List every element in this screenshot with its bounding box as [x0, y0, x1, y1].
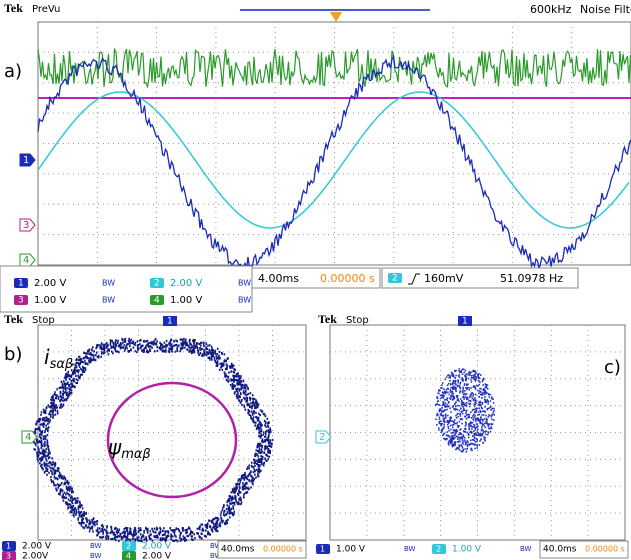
- position: 0.00000 s: [320, 272, 375, 285]
- bandwidth-flag: BW: [238, 296, 251, 305]
- filter: Noise Filter: [580, 3, 631, 16]
- channel-scale: 1.00 V: [34, 295, 66, 306]
- brand: Tek: [318, 312, 337, 326]
- bandwidth-flag: BW: [520, 545, 532, 553]
- marker-label: 4: [25, 432, 31, 443]
- brand: Tek: [4, 312, 23, 326]
- channel-id: 1: [6, 542, 11, 551]
- mode: Stop: [346, 315, 369, 326]
- channel-id: 4: [126, 552, 131, 560]
- panel-label: a): [4, 61, 22, 82]
- channel-scale: 2.00V: [22, 552, 49, 560]
- channel-scale: 2.00 V: [34, 278, 66, 289]
- position: 0.00000 s: [585, 545, 625, 554]
- channel-id: 1: [320, 545, 325, 554]
- timebase: 40.0ms: [221, 545, 255, 555]
- marker-label: 4: [23, 255, 29, 266]
- timebase: 40.0ms: [543, 545, 577, 555]
- bandwidth-flag: BW: [238, 279, 251, 288]
- channel-scale: 1.00 V: [170, 295, 202, 306]
- bandwidth: 600kHz: [530, 3, 572, 16]
- channel-scale: 2.00 V: [22, 542, 52, 552]
- channel-id: 3: [6, 552, 11, 560]
- channel-id: 1: [18, 279, 24, 289]
- channel-id: 2: [126, 542, 131, 551]
- bandwidth-flag: BW: [404, 545, 416, 553]
- channel-scale: 2.00 V: [142, 552, 172, 560]
- mode: Stop: [32, 315, 55, 326]
- figure: Tek PreVu Tek Stop Tek Stop 600kHz Noise Filter…: [0, 0, 631, 560]
- marker-label: 2: [319, 432, 325, 443]
- marker-label: 1: [23, 155, 29, 166]
- bandwidth-flag: BW: [102, 279, 115, 288]
- position: 0.00000 s: [263, 545, 303, 554]
- timebase: 4.00ms: [258, 272, 299, 285]
- trigger-level: 160mV: [424, 272, 464, 285]
- bandwidth-flag: BW: [90, 552, 102, 560]
- panel-label: b): [4, 344, 22, 365]
- marker-label: 1: [462, 317, 468, 327]
- mode: PreVu: [32, 4, 60, 15]
- sub: mαβ: [121, 447, 151, 462]
- frequency: 51.0978 Hz: [500, 272, 563, 285]
- bandwidth-flag: BW: [102, 296, 115, 305]
- channel-id: 3: [18, 296, 24, 306]
- channel-id: 4: [154, 296, 160, 306]
- channel-scale: 1.00 V: [452, 545, 482, 555]
- marker-label: 3: [23, 220, 29, 231]
- marker-label: 1: [167, 317, 173, 327]
- panel-label: c): [604, 357, 621, 378]
- channel-scale: 2.00 V: [142, 542, 172, 552]
- bandwidth-flag: BW: [90, 542, 102, 550]
- channel-scale: 1.00 V: [336, 545, 366, 555]
- channel-id: 2: [154, 279, 160, 289]
- main: ψ: [108, 435, 122, 459]
- channel-scale: 2.00 V: [170, 278, 202, 289]
- sub: sαβ: [50, 357, 74, 372]
- trigger-channel: 2: [392, 274, 398, 284]
- channel-id: 2: [436, 545, 441, 554]
- brand: Tek: [4, 1, 23, 15]
